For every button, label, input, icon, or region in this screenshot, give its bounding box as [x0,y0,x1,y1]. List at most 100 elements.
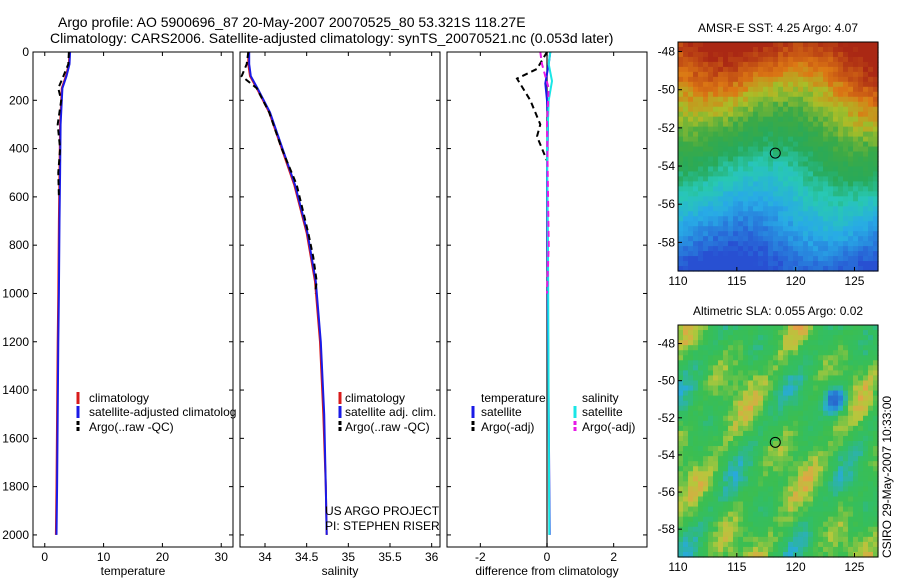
heatmap-cell [753,466,759,472]
heatmap-cell [708,51,714,58]
heatmap-cell [768,176,774,182]
heatmap-cell [798,96,804,103]
heatmap-cell [713,380,719,387]
heatmap-cell [698,340,704,346]
heatmap-cell [748,521,754,528]
y-tick-label: -54 [658,159,676,173]
heatmap-cell [803,400,809,407]
heatmap-cell [713,156,719,163]
heatmap-cell [778,126,784,133]
heatmap-cell [873,201,879,207]
heatmap-cell [828,491,834,498]
heatmap-cell [843,430,849,437]
heatmap-cell [823,385,829,392]
heatmap-cell [873,350,879,356]
heatmap-cell [808,461,814,467]
heatmap-cell [838,541,844,548]
heatmap-cell [723,375,729,382]
heatmap-cell [788,451,794,457]
heatmap-cell [793,156,799,163]
heatmap-cell [758,171,764,178]
heatmap-cell [683,141,689,148]
heatmap-cell [863,116,869,123]
heatmap-cell [763,385,769,392]
heatmap-cell [773,42,779,48]
heatmap-cell [868,166,874,173]
heatmap-cell [868,246,874,252]
heatmap-cell [738,511,744,518]
heatmap-cell [738,420,744,427]
heatmap-cell [763,126,769,133]
heatmap-cell [838,56,844,63]
heatmap-cell [683,206,689,212]
heatmap-cell [768,486,774,493]
heatmap-cell [678,390,684,397]
heatmap-cell [703,405,709,412]
heatmap-cell [798,526,804,533]
heatmap-cell [688,101,694,108]
heatmap-cell [773,430,779,437]
heatmap-cell [748,241,754,247]
heatmap-cell [808,476,814,482]
heatmap-cell [763,231,769,237]
heatmap-cell [698,161,704,168]
heatmap-cell [698,330,704,336]
heatmap-cell [818,51,824,58]
heatmap-cell [718,491,724,498]
heatmap-cell [733,216,739,222]
heatmap-cell [873,196,879,202]
heatmap-cell [813,476,819,482]
heatmap-cell [808,121,814,128]
heatmap-cell [873,536,879,543]
heatmap-cell [728,251,734,257]
heatmap-cell [818,86,824,93]
heatmap-cell [738,526,744,533]
heatmap-cell [868,446,874,452]
heatmap-cell [713,526,719,533]
heatmap-cell [738,536,744,543]
heatmap-cell [773,101,779,108]
heatmap-cell [843,340,849,346]
heatmap-cell [683,126,689,133]
heatmap-cell [828,516,834,523]
heatmap-cell [803,466,809,472]
heatmap-cell [788,420,794,427]
heatmap-cell [813,385,819,392]
heatmap-cell [783,345,789,351]
heatmap-cell [813,226,819,232]
heatmap-cell [813,511,819,518]
heatmap-cell [823,476,829,482]
heatmap-cell [853,146,859,153]
heatmap-cell [778,405,784,412]
heatmap-cell [703,345,709,351]
heatmap-cell [773,415,779,422]
heatmap-cell [873,226,879,232]
heatmap-cell [853,451,859,457]
heatmap-cell [783,211,789,217]
heatmap-cell [808,400,814,407]
heatmap-cell [848,106,854,113]
heatmap-cell [708,491,714,498]
heatmap-cell [683,61,689,68]
heatmap-cell [713,71,719,78]
heatmap-cell [678,360,684,366]
heatmap-cell [693,435,699,442]
heatmap-cell [758,435,764,442]
heatmap-cell [783,146,789,153]
heatmap-cell [688,181,694,187]
heatmap-cell [853,446,859,452]
heatmap-cell [788,96,794,103]
heatmap-cell [813,451,819,457]
heatmap-cell [718,390,724,397]
heatmap-cell [843,141,849,148]
heatmap-cell [728,116,734,123]
heatmap-cell [818,141,824,148]
heatmap-cell [698,365,704,371]
heatmap-cell [863,501,869,508]
heatmap-cell [788,491,794,498]
heatmap-cell [823,486,829,493]
heatmap-cell [723,471,729,477]
heatmap-cell [798,451,804,457]
heatmap-cell [688,76,694,83]
heatmap-cell [693,496,699,503]
